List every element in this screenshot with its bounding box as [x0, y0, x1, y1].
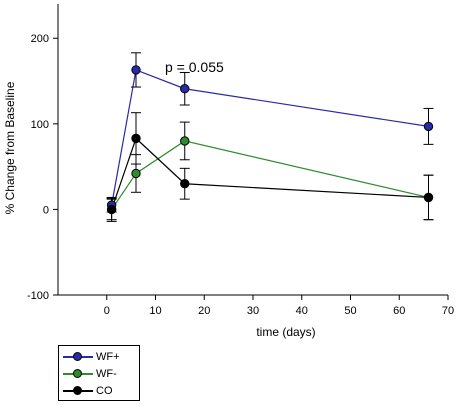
data-point	[180, 179, 190, 189]
legend-item-co: CO	[63, 383, 113, 399]
data-point	[106, 204, 117, 215]
legend-marker-wf-plus	[73, 352, 82, 361]
series-line-2	[111, 137, 429, 210]
x-tick-label: 70	[442, 305, 454, 317]
legend-marker-wf-minus	[73, 369, 82, 378]
legend-swatch-co	[63, 383, 93, 399]
legend-item-wf-plus: WF+	[63, 349, 120, 365]
x-tick-label: 20	[198, 305, 210, 317]
data-point	[180, 84, 190, 94]
legend-label-co: CO	[96, 385, 113, 397]
x-tick-label: 50	[344, 305, 356, 317]
series-layer	[106, 52, 434, 222]
series-line-1	[111, 140, 429, 210]
y-tick-label: 100	[31, 119, 49, 131]
x-tick-label: 0	[104, 305, 110, 317]
y-tick-label: -100	[27, 290, 49, 302]
legend-marker-co	[73, 386, 82, 395]
legend-swatch-wf-plus	[63, 349, 93, 365]
legend-label-wf-minus: WF-	[96, 368, 117, 380]
data-point	[423, 192, 434, 203]
x-tick-label: 10	[149, 305, 161, 317]
y-tick-label: 0	[43, 204, 49, 216]
axes: -100 0 100 200 0 10 20 30 40 50 60 70	[27, 4, 454, 317]
x-axis-label: time (days)	[256, 325, 315, 339]
series-line-0	[111, 69, 429, 206]
data-point	[423, 121, 434, 132]
x-tick-label: 40	[296, 305, 308, 317]
y-axis-label: % Change from Baseline	[3, 81, 17, 214]
data-point	[131, 168, 141, 179]
x-tick-label: 30	[247, 305, 259, 317]
y-tick-label: 200	[31, 33, 49, 45]
legend-label-wf-plus: WF+	[96, 351, 120, 363]
legend-swatch-wf-minus	[63, 366, 93, 382]
p-value-annotation: p = 0.055	[165, 59, 224, 75]
data-point	[180, 136, 190, 146]
x-tick-label: 60	[393, 305, 405, 317]
legend: WF+ WF- CO	[58, 345, 140, 401]
data-point	[131, 65, 141, 75]
legend-item-wf-minus: WF-	[63, 366, 117, 382]
data-point	[131, 133, 141, 144]
